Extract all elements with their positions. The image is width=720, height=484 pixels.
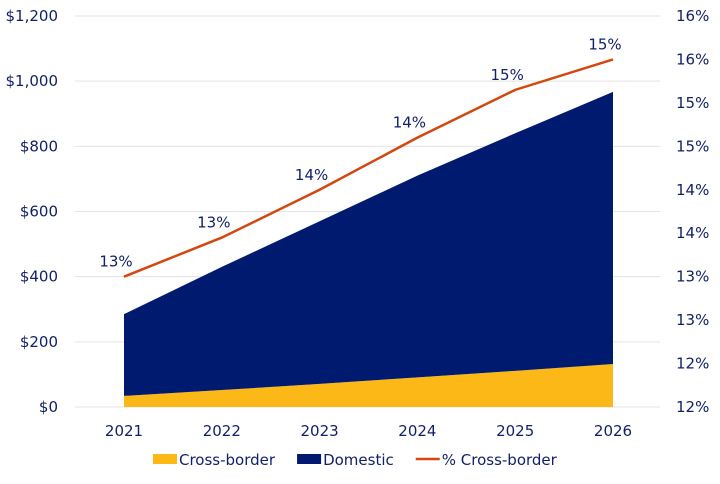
data-label: 15%: [491, 66, 524, 84]
left-tick-label: $400: [20, 268, 58, 286]
data-label: 14%: [295, 166, 328, 184]
data-label: 13%: [99, 253, 132, 271]
right-tick-label: 15%: [676, 137, 709, 155]
legend-swatch: [297, 454, 321, 464]
legend-label: Domestic: [323, 451, 394, 469]
x-tick-label: 2021: [105, 422, 143, 440]
legend: Cross-border Domestic % Cross-border: [153, 451, 558, 469]
right-tick-label: 12%: [676, 355, 709, 373]
left-axis-ticks: $0 $200 $400 $600 $800 $1,000 $1,200: [6, 7, 59, 416]
left-tick-label: $200: [20, 333, 58, 351]
data-label: 13%: [197, 214, 230, 232]
data-label: 15%: [588, 35, 621, 53]
left-tick-label: $0: [39, 398, 58, 416]
x-axis-ticks: 2021 2022 2023 2024 2025 2026: [105, 422, 632, 440]
legend-swatch: [153, 454, 177, 464]
right-tick-label: 13%: [676, 268, 709, 286]
right-tick-label: 16%: [676, 7, 709, 25]
right-tick-label: 16%: [676, 50, 709, 68]
x-tick-label: 2024: [398, 422, 436, 440]
legend-label: Cross-border: [179, 451, 276, 469]
x-tick-label: 2025: [496, 422, 534, 440]
right-tick-label: 12%: [676, 398, 709, 416]
right-tick-label: 14%: [676, 224, 709, 242]
right-tick-label: 13%: [676, 311, 709, 329]
areas: [124, 92, 613, 407]
left-tick-label: $600: [20, 203, 58, 221]
x-tick-label: 2023: [301, 422, 339, 440]
right-tick-label: 14%: [676, 181, 709, 199]
left-tick-label: $1,200: [6, 7, 59, 25]
area-domestic: [124, 92, 613, 396]
x-tick-label: 2026: [594, 422, 632, 440]
left-tick-label: $800: [20, 137, 58, 155]
x-tick-label: 2022: [203, 422, 241, 440]
right-tick-label: 15%: [676, 94, 709, 112]
legend-label: % Cross-border: [442, 451, 558, 469]
right-axis-ticks: 12% 12% 13% 13% 14% 14% 15% 15% 16% 16%: [676, 7, 709, 416]
left-tick-label: $1,000: [6, 72, 59, 90]
data-label: 14%: [393, 114, 426, 132]
